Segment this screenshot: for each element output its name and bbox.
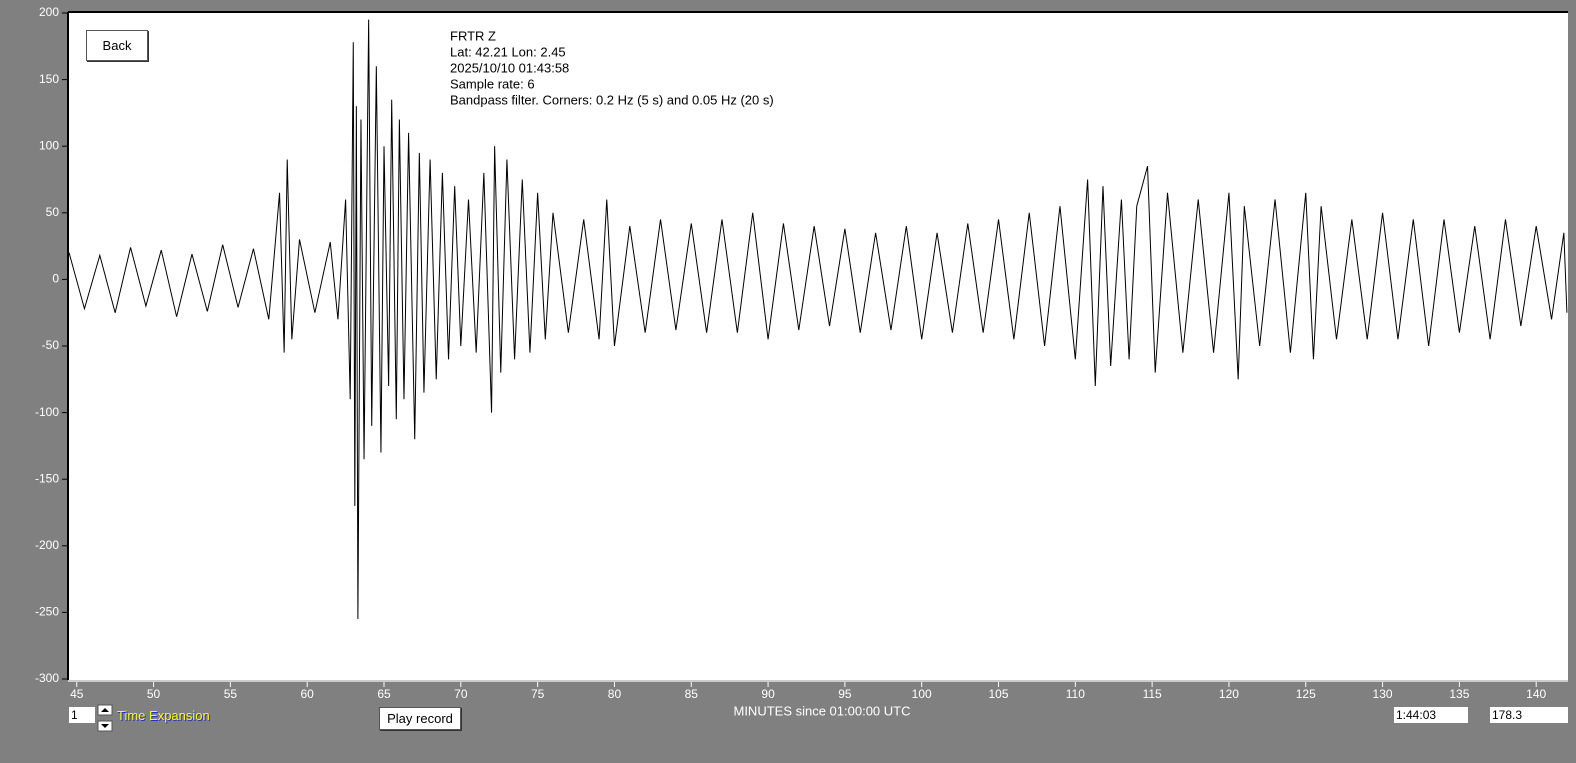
x-tick-label: 115 bbox=[1143, 687, 1162, 701]
y-tick-label: -50 bbox=[42, 338, 60, 352]
x-tick-label: 130 bbox=[1373, 687, 1393, 701]
y-tick-label: -150 bbox=[35, 471, 59, 485]
x-tick-label: 110 bbox=[1066, 687, 1085, 701]
y-tick-label: -300 bbox=[35, 671, 59, 685]
info-line: Sample rate: 6 bbox=[450, 76, 535, 91]
x-tick-label: 95 bbox=[838, 687, 852, 701]
info-line: Bandpass filter. Corners: 0.2 Hz (5 s) a… bbox=[450, 92, 774, 107]
y-tick-label: 50 bbox=[46, 205, 60, 219]
x-tick-label: 80 bbox=[608, 687, 622, 701]
play-button[interactable]: Play record bbox=[379, 707, 461, 730]
plot-area bbox=[68, 12, 1568, 680]
x-tick-label: 65 bbox=[377, 687, 391, 701]
waveform bbox=[68, 19, 1568, 620]
x-tick-label: 50 bbox=[147, 687, 161, 701]
x-tick-label: 60 bbox=[301, 687, 315, 701]
value-field[interactable]: 178.3 bbox=[1490, 707, 1568, 723]
x-axis-label: MINUTES since 01:00:00 UTC bbox=[733, 703, 910, 718]
y-tick-label: -200 bbox=[35, 538, 59, 552]
x-tick-label: 55 bbox=[224, 687, 238, 701]
x-tick-label: 70 bbox=[454, 687, 468, 701]
x-tick-label: 105 bbox=[988, 687, 1008, 701]
expansion-label: Time Expansion bbox=[117, 708, 210, 723]
back-button[interactable]: Back bbox=[86, 30, 148, 61]
y-tick-label: 200 bbox=[39, 5, 59, 19]
y-tick-label: -100 bbox=[35, 405, 59, 419]
x-tick-label: 45 bbox=[70, 687, 84, 701]
expansion-input[interactable]: 1 bbox=[69, 707, 95, 723]
x-tick-label: 75 bbox=[531, 687, 545, 701]
spin-up-arrow bbox=[101, 708, 109, 712]
x-tick-label: 135 bbox=[1449, 687, 1469, 701]
x-tick-label: 125 bbox=[1296, 687, 1316, 701]
x-tick-label: 85 bbox=[685, 687, 699, 701]
spin-down-arrow bbox=[101, 724, 109, 728]
y-tick-label: 150 bbox=[39, 72, 59, 86]
info-line: Lat: 42.21 Lon: 2.45 bbox=[450, 44, 566, 59]
info-line: 2025/10/10 01:43:58 bbox=[450, 60, 569, 75]
x-tick-label: 120 bbox=[1219, 687, 1239, 701]
x-tick-label: 100 bbox=[912, 687, 932, 701]
time-field[interactable]: 1:44:03 bbox=[1394, 707, 1468, 723]
y-tick-label: 100 bbox=[39, 138, 59, 152]
info-line: FRTR Z bbox=[450, 28, 496, 43]
y-tick-label: -250 bbox=[35, 605, 59, 619]
x-tick-label: 90 bbox=[761, 687, 775, 701]
y-tick-label: 0 bbox=[52, 272, 59, 286]
x-tick-label: 140 bbox=[1526, 687, 1546, 701]
